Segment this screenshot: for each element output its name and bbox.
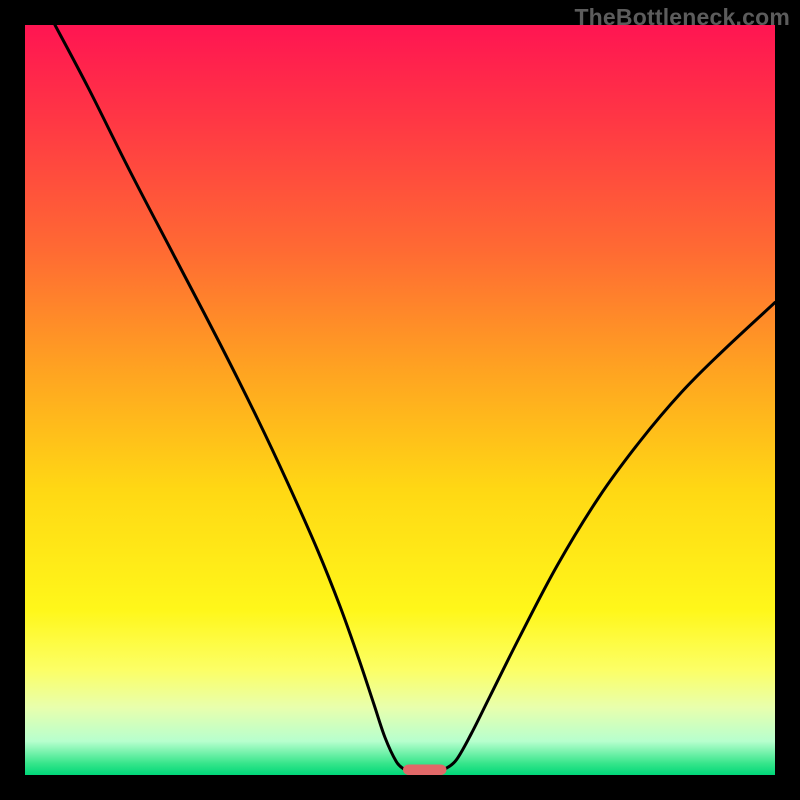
bottleneck-chart: TheBottleneck.com: [0, 0, 800, 800]
chart-svg: [0, 0, 800, 800]
plot-background: [25, 25, 775, 775]
bottom-marker: [403, 765, 447, 776]
watermark-text: TheBottleneck.com: [574, 4, 790, 31]
